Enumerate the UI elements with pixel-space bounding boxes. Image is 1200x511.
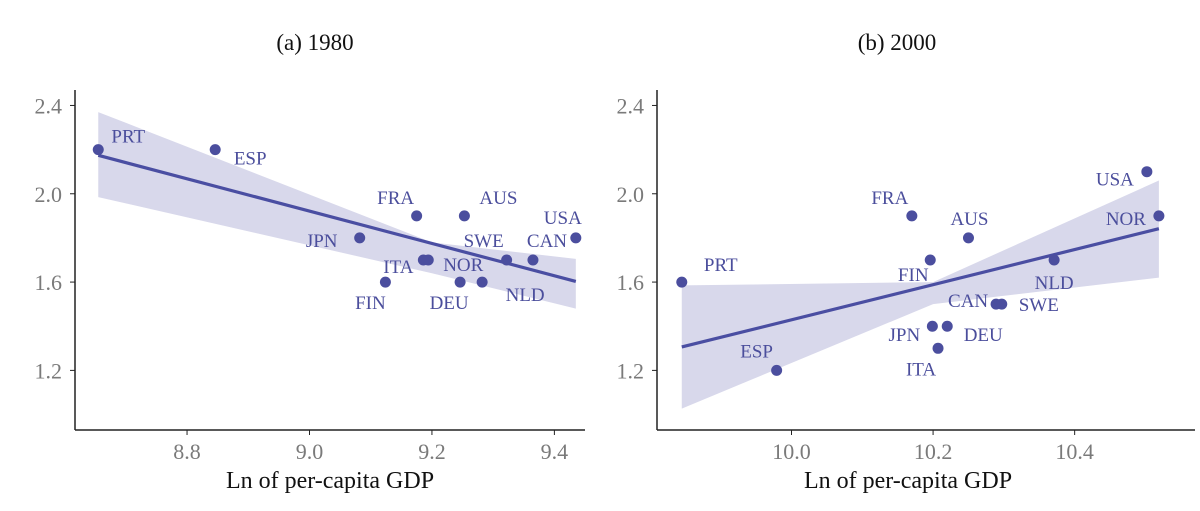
data-point-nor [1153, 210, 1165, 222]
confidence-band [681, 180, 1159, 409]
point-label: ESP [234, 149, 267, 170]
x-axis-label: Ln of per-capita GDP [226, 468, 434, 494]
x-tick-label: 9.2 [418, 439, 446, 464]
data-point-nld [1048, 254, 1060, 266]
point-label: ITA [906, 359, 936, 380]
data-point-esp [209, 144, 221, 156]
chart-title: (b) 2000 [858, 30, 937, 55]
y-tick-label: 2.4 [617, 93, 645, 118]
point-label: NOR [1106, 209, 1146, 230]
point-label: FRA [871, 188, 908, 209]
regression-line [97, 153, 577, 283]
x-tick-label: 10.2 [914, 439, 953, 464]
y-tick-label: 2.0 [617, 182, 645, 207]
panel-a: (a) 1980 8.8 9.0 9.2 9.4 1.2 1.6 2.0 2.4 Ln of pe… [35, 30, 585, 494]
x-tick-label: 10.0 [772, 439, 811, 464]
data-point-esp [771, 364, 783, 376]
point-label: SWE [1019, 295, 1059, 316]
y-tick-label: 1.2 [35, 358, 63, 383]
point-label: CAN [527, 231, 567, 252]
point-label: NLD [506, 285, 545, 306]
point-label: CAN [948, 291, 988, 312]
x-axis-label: Ln of per-capita GDP [804, 468, 1012, 494]
data-point-swe [996, 298, 1008, 310]
data-point-nld [476, 276, 488, 288]
data-point-jpn [354, 232, 366, 244]
data-point-usa [1141, 166, 1153, 178]
point-label: FRA [377, 188, 414, 209]
x-tick-label: 9.0 [296, 439, 324, 464]
point-label: PRT [704, 255, 738, 276]
data-point-fin [924, 254, 936, 266]
data-point-fra [411, 210, 423, 222]
point-label: USA [1096, 170, 1134, 191]
data-point-deu [454, 276, 466, 288]
data-point-prt [92, 144, 104, 156]
point-label: AUS [950, 209, 988, 230]
data-point-ita [932, 342, 944, 354]
point-label: NLD [1035, 273, 1074, 294]
x-tick-label: 10.4 [1055, 439, 1094, 464]
data-point-fra [906, 210, 918, 222]
y-tick-label: 2.0 [35, 182, 63, 207]
point-label: NOR [443, 255, 483, 276]
data-point-usa [570, 232, 582, 244]
point-label: USA [544, 208, 582, 229]
y-tick-label: 1.6 [617, 270, 645, 295]
point-label: SWE [464, 231, 504, 252]
confidence-band [98, 112, 576, 309]
point-label: ITA [383, 257, 413, 278]
x-tick-label: 9.4 [541, 439, 569, 464]
data-point-fin [379, 276, 391, 288]
point-label: FIN [898, 265, 929, 286]
point-label: FIN [355, 293, 386, 314]
data-point-swe [501, 254, 513, 266]
point-label: AUS [479, 188, 517, 209]
data-point-deu [941, 320, 953, 332]
point-label: DEU [964, 325, 1003, 346]
point-label: JPN [889, 325, 921, 346]
data-point-aus [962, 232, 974, 244]
y-tick-label: 1.2 [617, 358, 645, 383]
data-point-prt [676, 276, 688, 288]
data-point-can [527, 254, 539, 266]
chart-title: (a) 1980 [276, 30, 353, 55]
x-tick-label: 8.8 [173, 439, 201, 464]
y-tick-label: 1.6 [35, 270, 63, 295]
point-label: ESP [740, 341, 773, 362]
data-point-aus [458, 210, 470, 222]
regression-line [681, 227, 1160, 349]
point-label: DEU [430, 293, 469, 314]
point-label: PRT [111, 127, 145, 148]
y-tick-label: 2.4 [35, 93, 63, 118]
data-point-nor [422, 254, 434, 266]
panel-b: (b) 2000 10.0 10.2 10.4 1.2 1.6 2.0 2.4 Ln of pe… [617, 30, 1195, 494]
point-label: JPN [306, 231, 338, 252]
data-point-jpn [926, 320, 938, 332]
